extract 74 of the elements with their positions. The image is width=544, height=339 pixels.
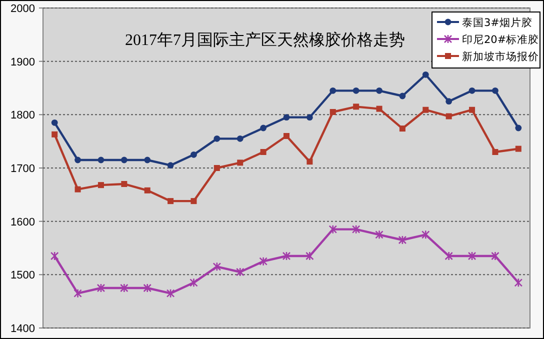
point <box>282 251 291 261</box>
point <box>352 87 360 94</box>
point <box>399 126 406 132</box>
point <box>444 251 453 261</box>
y-tick-label: 1600 <box>10 216 35 228</box>
y-tick-label: 2000 <box>10 3 35 15</box>
point <box>399 92 406 100</box>
point <box>306 251 314 261</box>
y-tick-label: 1900 <box>10 56 35 68</box>
point <box>214 135 220 142</box>
point <box>74 186 81 192</box>
point <box>284 133 290 139</box>
point <box>121 181 128 187</box>
point <box>120 283 128 293</box>
point <box>236 267 244 277</box>
point <box>260 149 266 155</box>
point <box>237 160 244 166</box>
point <box>515 124 522 132</box>
point <box>98 182 104 188</box>
point <box>120 156 128 164</box>
point <box>515 146 522 152</box>
point <box>168 198 174 204</box>
y-tick-label: 1700 <box>10 163 35 175</box>
point <box>260 124 267 132</box>
point <box>306 158 313 165</box>
point <box>283 114 290 121</box>
point <box>306 114 313 121</box>
legend-label: 新加坡市场报价 <box>462 50 539 63</box>
point <box>190 151 197 158</box>
point <box>375 230 384 240</box>
point <box>422 106 429 113</box>
point <box>492 87 498 94</box>
point <box>190 278 198 288</box>
point <box>98 156 104 164</box>
point <box>259 256 268 266</box>
point <box>469 106 476 113</box>
point <box>212 262 222 272</box>
point <box>446 98 452 105</box>
point <box>352 224 360 234</box>
y-tick-label: 1400 <box>10 323 35 335</box>
point <box>328 224 338 234</box>
point <box>422 71 429 78</box>
point <box>166 288 175 298</box>
point <box>446 113 452 120</box>
point <box>51 119 58 126</box>
y-tick-label: 1800 <box>10 110 35 122</box>
point <box>492 149 498 155</box>
point <box>74 156 81 164</box>
point <box>376 87 382 94</box>
point <box>353 104 360 110</box>
point <box>74 288 82 298</box>
point <box>398 235 407 245</box>
legend-label: 泰国3#烟片胶 <box>462 16 532 29</box>
point <box>52 131 58 138</box>
point <box>236 135 244 142</box>
point <box>144 156 151 164</box>
point <box>50 251 59 261</box>
point <box>421 230 430 240</box>
point <box>190 198 197 204</box>
legend-label: 印尼20#标准胶 <box>462 33 540 46</box>
point <box>468 251 476 261</box>
text: 2017年7月国际主产区天然橡胶价格走势 <box>125 31 405 49</box>
point <box>330 109 336 115</box>
point <box>144 187 150 194</box>
point <box>143 283 152 293</box>
y-tick-label: 1500 <box>10 270 35 282</box>
point <box>491 251 500 261</box>
point <box>376 106 382 112</box>
point <box>514 278 523 288</box>
point <box>167 162 174 169</box>
point <box>214 165 220 171</box>
point <box>330 87 336 94</box>
point <box>96 283 106 293</box>
point <box>468 87 476 94</box>
